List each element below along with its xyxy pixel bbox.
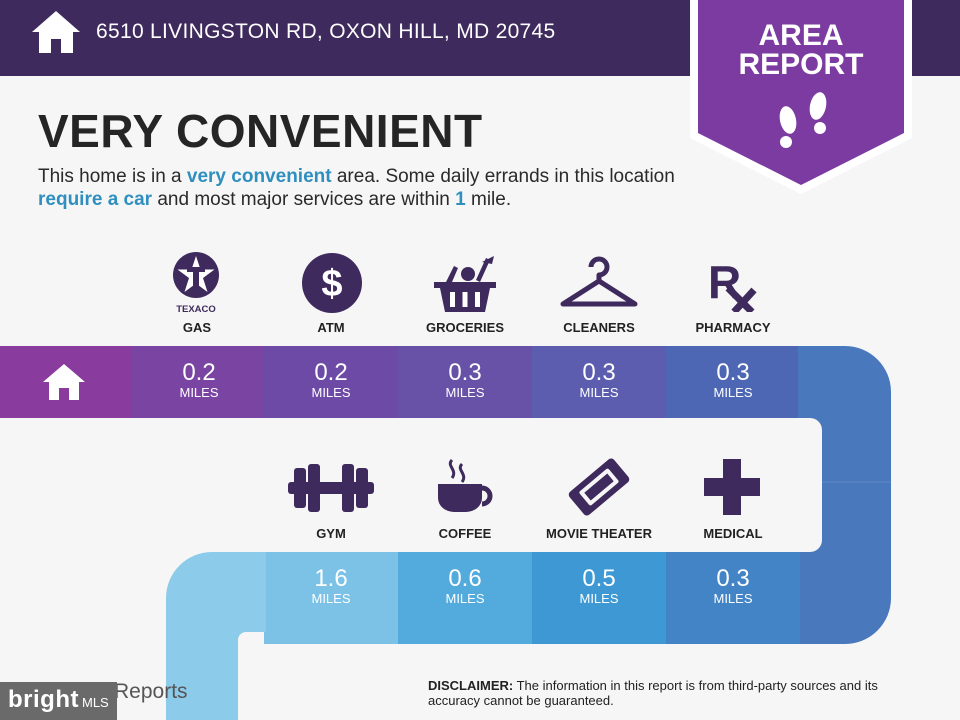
amenity-label-coffee: COFFEE [438, 526, 492, 541]
coffee-icon [438, 458, 493, 512]
distance-medical: 0.3 MILES [713, 565, 753, 606]
medical-cross-icon [704, 459, 760, 515]
amenity-label-movie-theater: MOVIE THEATER [546, 526, 652, 541]
basket-icon [434, 256, 496, 312]
amenity-label-atm: ATM [317, 320, 345, 335]
reports-wordmark: Reports [114, 680, 188, 703]
logo-suffix: MLS [82, 695, 109, 710]
amenity-label-groceries: GROCERIES [425, 320, 504, 335]
badge-line-2: REPORT [738, 48, 864, 81]
route-turn-left [166, 552, 266, 720]
distance-gas: 0.2 MILES [179, 359, 219, 400]
hanger-icon [560, 256, 638, 307]
texaco-wordmark: TEXACO [176, 304, 216, 315]
footprints-icon [779, 92, 827, 148]
distance-cleaners: 0.3 MILES [579, 359, 619, 400]
logo-brand: bright [8, 686, 79, 713]
route-home-icon [43, 364, 85, 400]
amenity-label-gym: GYM [316, 526, 346, 541]
bright-mls-logo: bright MLS [0, 682, 117, 720]
distance-groceries: 0.3 MILES [445, 359, 485, 400]
badge-line-1: AREA [758, 19, 844, 52]
svg-text:$: $ [321, 263, 342, 305]
dumbbell-icon [288, 464, 374, 512]
rx-icon: R [708, 256, 757, 312]
property-address: 6510 LIVINGSTON RD, OXON HILL, MD 20745 [96, 20, 556, 43]
page-title: VERY CONVENIENT [38, 105, 483, 157]
amenity-label-pharmacy: PHARMACY [695, 320, 771, 335]
amenity-label-medical: MEDICAL [703, 526, 763, 541]
distance-coffee: 0.6 MILES [445, 565, 485, 606]
amenity-label-cleaners: CLEANERS [563, 320, 635, 335]
distance-pharmacy: 0.3 MILES [713, 359, 753, 400]
distance-atm: 0.2 MILES [311, 359, 351, 400]
description: This home is in a very convenient area. … [38, 166, 675, 210]
area-report-badge [690, 0, 912, 194]
ticket-icon [568, 458, 630, 516]
distance-movie-theater: 0.5 MILES [579, 565, 619, 606]
amenity-label-gas: GAS [182, 320, 212, 335]
dollar-icon: $ [302, 253, 362, 313]
disclaimer: DISCLAIMER: The information in this repo… [428, 678, 878, 708]
distance-gym: 1.6 MILES [311, 565, 351, 606]
texaco-icon: TEXACO [173, 252, 219, 315]
route-turn-right [798, 346, 891, 644]
home-icon [32, 11, 80, 53]
